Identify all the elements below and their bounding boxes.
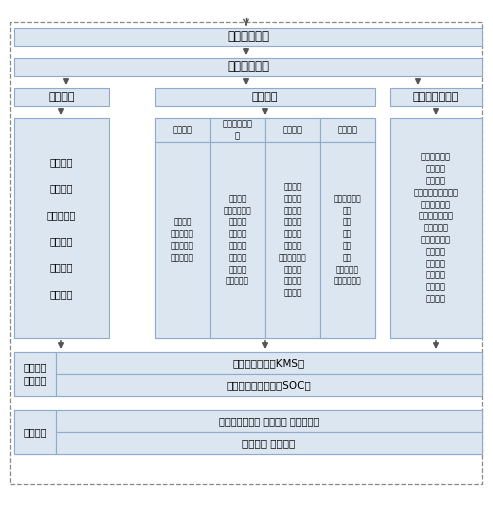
Text: 信息安全需求: 信息安全需求	[227, 60, 269, 74]
Text: 主机与应用安
全: 主机与应用安 全	[222, 119, 252, 140]
Text: 技术体系: 技术体系	[252, 92, 278, 102]
Bar	[265, 118, 320, 142]
Text: 入侵防护
恶意代码防范
资源控制
安全审计
身份认证
访问控制
代码安全
通信保密性: 入侵防护 恶意代码防范 资源控制 安全审计 身份认证 访问控制 代码安全 通信保…	[224, 194, 251, 286]
Text: 安全监控巡检
漏洞挖掘
应急响应
灾难备份及灾难恢复
产品选型测试
安全预警与通告
安全运维管
综合管理监控
定期内审
安全评估
安全咨询
安全培训
售后服务: 安全监控巡检 漏洞挖掘 应急响应 灾难备份及灾难恢复 产品选型测试 安全预警与通…	[414, 153, 458, 303]
Bar	[14, 410, 56, 454]
Text: 网络安全: 网络安全	[282, 125, 303, 135]
Bar	[155, 142, 210, 338]
Text: 结构安全
访问控制
入侵防护
安全审计
负载均衡
病毒防护
内网安全防护
访问控制
行为管理
通信保护: 结构安全 访问控制 入侵防护 安全审计 负载均衡 病毒防护 内网安全防护 访问控…	[279, 182, 306, 298]
Bar	[155, 118, 210, 142]
Bar	[155, 118, 375, 338]
Bar	[210, 142, 265, 338]
Bar	[56, 432, 482, 454]
Text: 信息安全目标: 信息安全目标	[227, 30, 269, 44]
Text: 风险评估: 风险评估	[23, 427, 47, 437]
Bar	[155, 88, 375, 106]
Bar	[56, 410, 482, 432]
Text: 电磁泄漏处理
容错
防火
防水
防雷
防震
温湿度控制
电力供应措施: 电磁泄漏处理 容错 防火 防水 防雷 防震 温湿度控制 电力供应措施	[334, 194, 361, 286]
Bar	[210, 118, 265, 142]
Text: 服务与运行体系: 服务与运行体系	[413, 92, 459, 102]
Bar	[14, 352, 56, 396]
Text: 全网基础
安全平台: 全网基础 安全平台	[23, 362, 47, 386]
Bar	[265, 142, 320, 338]
Bar	[14, 352, 482, 396]
Text: 内容安全
数据完整性
数据保密性
备份与恢复: 内容安全 数据完整性 数据保密性 备份与恢复	[171, 218, 194, 262]
Bar	[320, 118, 375, 142]
Bar	[14, 118, 109, 338]
Text: 集中安全管理系统（SOC）: 集中安全管理系统（SOC）	[227, 380, 312, 390]
Text: 密钥管理系统（KMS）: 密钥管理系统（KMS）	[233, 358, 305, 368]
Bar	[320, 142, 375, 338]
Bar	[56, 374, 482, 396]
Bar	[14, 88, 109, 106]
Bar	[390, 88, 482, 106]
Bar	[14, 58, 482, 76]
Text: 安全方针

安全组织

流程与规范

管理制度

资产管理

人员管理: 安全方针 安全组织 流程与规范 管理制度 资产管理 人员管理	[47, 157, 76, 299]
Text: 物理安全: 物理安全	[338, 125, 357, 135]
Bar	[14, 410, 482, 454]
Text: 数据安全: 数据安全	[173, 125, 192, 135]
Text: 风险分析 风险管理: 风险分析 风险管理	[243, 438, 296, 448]
Bar	[14, 28, 482, 46]
Text: 管理体系: 管理体系	[48, 92, 75, 102]
Text: 资产识别与评估 威胁评估 脆弱性评估: 资产识别与评估 威胁评估 脆弱性评估	[219, 416, 319, 426]
Bar	[390, 118, 482, 338]
Bar	[56, 352, 482, 374]
